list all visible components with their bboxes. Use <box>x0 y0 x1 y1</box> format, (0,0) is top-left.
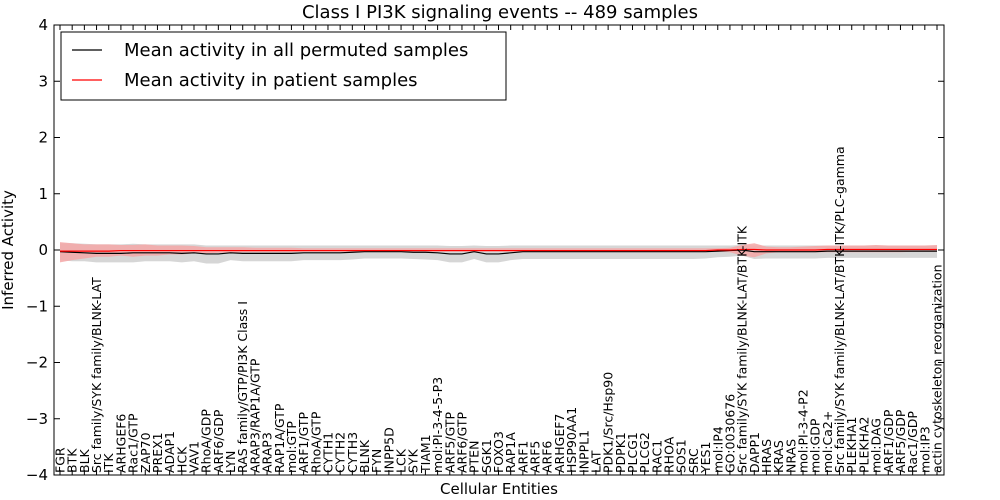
x-tick-label: SYK <box>406 448 421 473</box>
x-tick-label: ARF5/GTP <box>442 412 457 473</box>
series-lines <box>59 248 937 255</box>
y-tick-label: −1 <box>26 297 48 315</box>
x-tick-label: ARF1/GTP <box>296 412 311 473</box>
x-tick-label: GO:0030676 <box>722 394 737 473</box>
x-tick-label: ARAP3/RAP1A/GTP <box>247 358 262 473</box>
x-tick-label: ARAP3 <box>260 432 275 473</box>
x-tick-label: ZAP70 <box>138 432 153 473</box>
x-tick-label: mol:DAG <box>869 418 884 473</box>
x-tick-label: ARF5/GDP <box>893 409 908 473</box>
x-tick-label: YES1 <box>698 442 713 474</box>
x-tick-label: CYTH2 <box>333 432 348 473</box>
y-axis-label: Inferred Activity <box>0 190 17 310</box>
legend-label-1: Mean activity in all permuted samples <box>124 40 468 61</box>
x-tick-label: FYN <box>369 449 384 473</box>
x-tick-label: Rac1/GTP <box>126 413 141 473</box>
x-tick-label: RAC1 <box>649 440 664 473</box>
y-axis: 4 3 2 1 0 −1 −2 −3 −4 <box>26 16 944 484</box>
x-tick-label: Src family/SYK family/BLNK-LAT <box>89 277 104 473</box>
x-tick-label: Rac1/GDP <box>905 411 920 473</box>
x-tick-label: NRAS <box>783 439 798 473</box>
x-tick-label: KRAS <box>771 440 786 473</box>
x-tick-label: RAP1A <box>503 432 518 473</box>
x-tick-label: HRAS <box>759 439 774 473</box>
x-tick-label: PLCG2 <box>637 432 652 473</box>
x-tick-label: VAV1 <box>186 441 201 473</box>
x-tick-label: mol:Ca2+ <box>820 411 835 473</box>
x-tick-label: ADAP1 <box>162 431 177 473</box>
x-tick-label: PREX1 <box>150 432 165 473</box>
x-tick-label: ARF6/GDP <box>211 409 226 473</box>
x-tick-label: ITK <box>101 453 116 473</box>
x-tick-label: HSP90AA1 <box>564 407 579 473</box>
x-tick-label: ARHGEF6 <box>113 414 128 473</box>
x-tick-label: mol:IP3 <box>917 426 932 473</box>
x-tick-label: FOXO3 <box>491 431 506 473</box>
x-tick-label: LAT <box>588 450 603 473</box>
x-tick-label: CYTH3 <box>345 432 360 473</box>
x-tick-label: mol:PI-3-4-5-P3 <box>430 377 445 473</box>
x-tick-label: INPP5D <box>381 427 396 473</box>
chart-title: Class I PI3K signaling events -- 489 sam… <box>302 2 698 23</box>
x-tick-label: RHOA <box>662 436 677 473</box>
y-tick-label: −3 <box>26 410 48 428</box>
x-tick-label: RhoA/GTP <box>308 411 323 473</box>
x-tick-label: PDK1/Src/Hsp90 <box>601 372 616 473</box>
x-tick-label: ARF1/GDP <box>881 409 896 473</box>
x-tick-label: PLCG1 <box>625 432 640 473</box>
x-tick-label: LYN <box>223 451 238 473</box>
legend-label-2: Mean activity in patient samples <box>124 70 418 91</box>
legend: Mean activity in all permuted samples Mea… <box>60 31 507 101</box>
x-tick-label: ARF6 <box>540 441 555 473</box>
x-tick-label: INPPL1 <box>576 430 591 473</box>
x-tick-label: mol:GDP <box>808 418 823 473</box>
x-tick-label: Src family/SYK family/BLNK-LAT/BTK-ITK/P… <box>832 146 847 473</box>
y-tick-label: 3 <box>38 72 48 90</box>
x-tick-label: BLNK <box>357 439 372 473</box>
line-series-2 <box>60 248 937 252</box>
x-tick-label: PLEKHA2 <box>856 416 871 473</box>
y-tick-label: 1 <box>38 185 48 203</box>
x-tick-label: SRC <box>686 448 701 473</box>
y-tick-label: 0 <box>38 241 48 259</box>
x-tick-label: ARF6/GTP <box>454 412 469 473</box>
y-tick-label: 4 <box>38 16 48 34</box>
x-tick-label: SOS1 <box>674 439 689 473</box>
x-tick-label: PLEKHA1 <box>844 416 859 473</box>
x-tick-label: ARF1 <box>515 441 530 473</box>
x-tick-label: ARF5 <box>528 441 543 473</box>
x-tick-label: LCK <box>394 448 409 473</box>
y-tick-label: −4 <box>26 466 48 484</box>
x-tick-label: RAS family/GTP/PI3K Class I <box>235 301 250 473</box>
legend-box <box>60 31 507 101</box>
x-tick-label: CYTH1 <box>320 432 335 473</box>
x-axis-label: Cellular Entities <box>440 480 558 498</box>
x-tick-label: PTEN <box>467 441 482 473</box>
x-tick-label: mol:IP4 <box>710 426 725 473</box>
line-series-1 <box>59 249 937 255</box>
x-tick-label: HCK <box>174 446 189 473</box>
x-tick-label: actin cytoskeleton reorganization <box>930 264 945 473</box>
x-tick-label: SGK1 <box>479 439 494 473</box>
x-tick-label: DAPP1 <box>747 432 762 473</box>
x-tick-label: mol:GTP <box>284 421 299 473</box>
x-tick-label: RAP1A/GTP <box>272 403 287 473</box>
x-tick-label: TIAM1 <box>418 434 433 474</box>
x-tick-label: RhoA/GDP <box>199 409 214 473</box>
x-tick-label: ARHGEF7 <box>552 414 567 473</box>
x-tick-label: FGR <box>53 447 68 473</box>
x-tick-label: PDPK1 <box>613 432 628 473</box>
x-tick-label: BLK <box>77 448 92 473</box>
x-tick-label: Src family/SYK family/BLNK-LAT/BTK-ITK <box>735 225 750 473</box>
x-tick-label: mol:PI-3-4-P2 <box>796 389 811 473</box>
y-tick-label: 2 <box>38 129 48 147</box>
x-tick-label: BTK <box>65 448 80 473</box>
y-tick-label: −2 <box>26 354 48 372</box>
